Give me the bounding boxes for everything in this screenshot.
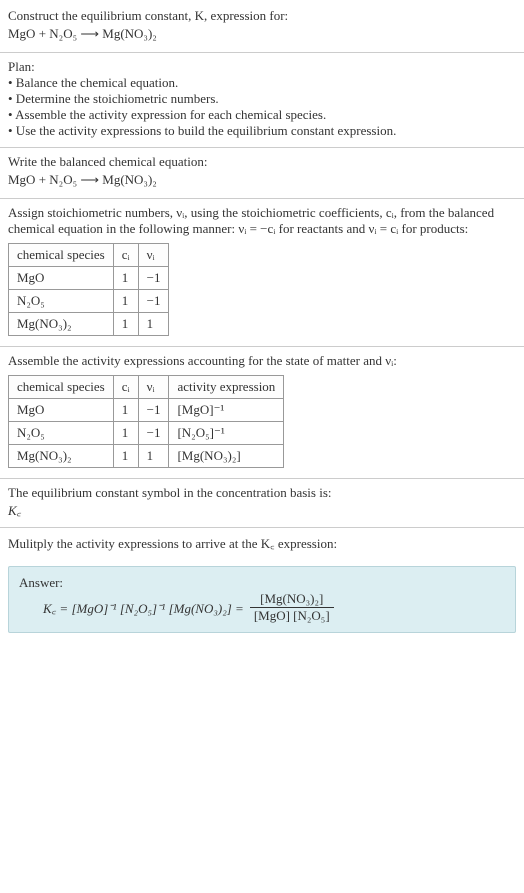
table-row: N₂O₅ 1 −1 [9, 290, 169, 313]
cell-expr: [MgO]⁻¹ [169, 399, 284, 422]
balanced-equation: MgO + N₂O₅ ⟶ Mg(NO₃)₂ [8, 172, 516, 188]
cell-expr: [Mg(NO₃)₂] [169, 445, 284, 468]
problem-header: Construct the equilibrium constant, K, e… [0, 0, 524, 53]
table-header-row: chemical species cᵢ νᵢ activity expressi… [9, 376, 284, 399]
bal-rhs: Mg(NO₃)₂ [102, 172, 157, 187]
answer-lhs: K꜀ = [MgO]⁻¹ [N₂O₅]⁻¹ [Mg(NO₃)₂] = [43, 599, 244, 617]
cell-vi: −1 [138, 399, 169, 422]
eq-arrow: ⟶ [80, 26, 99, 41]
col-vi: νᵢ [138, 376, 169, 399]
answer-fraction: [Mg(NO₃)₂] [MgO] [N₂O₅] [250, 591, 334, 624]
balanced-intro: Write the balanced chemical equation: [8, 154, 516, 170]
plan-title: Plan: [8, 59, 516, 75]
table-header-row: chemical species cᵢ νᵢ [9, 244, 169, 267]
answer-label: Answer: [19, 575, 505, 591]
activity-section: Assemble the activity expressions accoun… [0, 347, 524, 479]
cell-expr: [N₂O₅]⁻¹ [169, 422, 284, 445]
stoich-table: chemical species cᵢ νᵢ MgO 1 −1 N₂O₅ 1 −… [8, 243, 169, 336]
eq-lhs: MgO + N₂O₅ [8, 26, 77, 41]
col-species: chemical species [9, 376, 114, 399]
problem-equation: MgO + N₂O₅ ⟶ Mg(NO₃)₂ [8, 26, 516, 42]
col-ci: cᵢ [113, 244, 138, 267]
plan-section: Plan: • Balance the chemical equation. •… [0, 53, 524, 148]
cell-vi: −1 [138, 290, 169, 313]
plan-item-0: • Balance the chemical equation. [8, 75, 516, 91]
cell-species: N₂O₅ [9, 422, 114, 445]
table-row: Mg(NO₃)₂ 1 1 [Mg(NO₃)₂] [9, 445, 284, 468]
plan-item-3: • Use the activity expressions to build … [8, 123, 516, 139]
activity-intro: Assemble the activity expressions accoun… [8, 353, 516, 369]
cell-ci: 1 [113, 399, 138, 422]
cell-species: MgO [9, 267, 114, 290]
stoich-intro: Assign stoichiometric numbers, νᵢ, using… [8, 205, 516, 237]
table-row: MgO 1 −1 [9, 267, 169, 290]
frac-denominator: [MgO] [N₂O₅] [250, 608, 334, 624]
stoich-section: Assign stoichiometric numbers, νᵢ, using… [0, 199, 524, 347]
cell-vi: 1 [138, 445, 169, 468]
answer-box: Answer: K꜀ = [MgO]⁻¹ [N₂O₅]⁻¹ [Mg(NO₃)₂]… [8, 566, 516, 633]
cell-ci: 1 [113, 290, 138, 313]
bal-arrow: ⟶ [80, 172, 99, 187]
frac-numerator: [Mg(NO₃)₂] [250, 591, 334, 608]
symbol-section: The equilibrium constant symbol in the c… [0, 479, 524, 528]
activity-table: chemical species cᵢ νᵢ activity expressi… [8, 375, 284, 468]
cell-vi: −1 [138, 267, 169, 290]
table-row: MgO 1 −1 [MgO]⁻¹ [9, 399, 284, 422]
problem-line1: Construct the equilibrium constant, K, e… [8, 8, 516, 24]
cell-vi: 1 [138, 313, 169, 336]
symbol-intro: The equilibrium constant symbol in the c… [8, 485, 516, 501]
table-row: Mg(NO₃)₂ 1 1 [9, 313, 169, 336]
table-row: N₂O₅ 1 −1 [N₂O₅]⁻¹ [9, 422, 284, 445]
balanced-section: Write the balanced chemical equation: Mg… [0, 148, 524, 199]
cell-ci: 1 [113, 445, 138, 468]
cell-vi: −1 [138, 422, 169, 445]
symbol-kc: K꜀ [8, 501, 516, 519]
plan-item-1: • Determine the stoichiometric numbers. [8, 91, 516, 107]
multiply-intro: Mulitply the activity expressions to arr… [8, 534, 516, 552]
eq-rhs: Mg(NO₃)₂ [102, 26, 157, 41]
cell-species: MgO [9, 399, 114, 422]
plan-item-2: • Assemble the activity expression for e… [8, 107, 516, 123]
cell-species: Mg(NO₃)₂ [9, 313, 114, 336]
multiply-section: Mulitply the activity expressions to arr… [0, 528, 524, 560]
cell-ci: 1 [113, 422, 138, 445]
cell-ci: 1 [113, 313, 138, 336]
answer-expression: K꜀ = [MgO]⁻¹ [N₂O₅]⁻¹ [Mg(NO₃)₂] = [Mg(N… [43, 591, 505, 624]
cell-species: N₂O₅ [9, 290, 114, 313]
col-species: chemical species [9, 244, 114, 267]
cell-species: Mg(NO₃)₂ [9, 445, 114, 468]
col-expr: activity expression [169, 376, 284, 399]
cell-ci: 1 [113, 267, 138, 290]
bal-lhs: MgO + N₂O₅ [8, 172, 77, 187]
col-ci: cᵢ [113, 376, 138, 399]
col-vi: νᵢ [138, 244, 169, 267]
